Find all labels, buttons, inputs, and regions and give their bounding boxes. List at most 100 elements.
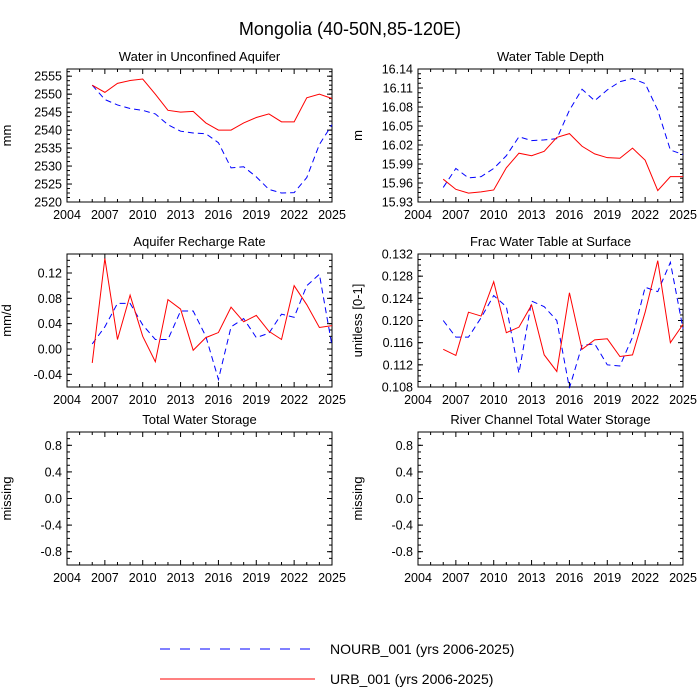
x-tick-label: 2007 xyxy=(91,571,119,585)
x-tick-label: 2004 xyxy=(404,571,432,585)
chart-panel-5: Total Water Storage missing 2004 2007 2010 20… xyxy=(0,412,346,585)
y-tick-label: -0.4 xyxy=(391,519,413,533)
y-axis-label: unitless [0-1] xyxy=(350,284,365,358)
x-tick-label: 2010 xyxy=(129,208,157,222)
x-tick-label: 2019 xyxy=(593,393,621,407)
x-tick-label: 2010 xyxy=(480,208,508,222)
x-tick-label: 2004 xyxy=(53,571,81,585)
x-tick-label: 2004 xyxy=(53,393,81,407)
y-tick-label: 0.4 xyxy=(45,465,62,479)
x-tick-label: 2025 xyxy=(669,393,697,407)
y-axis-label: m xyxy=(350,130,365,141)
y-tick-label: 0.8 xyxy=(45,439,62,453)
x-tick-label: 2010 xyxy=(480,393,508,407)
y-tick-label: 16.11 xyxy=(383,82,413,96)
x-tick-label: 2013 xyxy=(518,208,546,222)
x-tick-label: 2007 xyxy=(91,393,119,407)
y-tick-label: 2540 xyxy=(34,124,62,138)
series-line-nourb xyxy=(91,273,333,382)
x-tick-label: 2013 xyxy=(167,393,195,407)
panel-title: Frac Water Table at Surface xyxy=(470,234,631,249)
y-tick-label: -0.8 xyxy=(391,545,413,559)
plot-frame xyxy=(417,68,684,203)
panel-title: Total Water Storage xyxy=(142,412,256,427)
x-tick-label: 2022 xyxy=(631,571,659,585)
chart-panel-2: Water Table Depth m 2004 2007 2010 2013 2016 20… xyxy=(350,49,697,222)
x-tick-label: 2016 xyxy=(556,571,584,585)
plot-frame xyxy=(66,253,333,388)
legend-nourb-label: NOURB_001 (yrs 2006-2025) xyxy=(330,641,514,657)
x-tick-label: 2022 xyxy=(280,208,308,222)
panel-title: Water in Unconfined Aquifer xyxy=(119,49,281,64)
y-tick-label: 2525 xyxy=(34,178,62,192)
y-tick-label: 0.128 xyxy=(382,270,413,284)
y-axis-label: missing xyxy=(0,476,14,520)
chart-panel-6: River Channel Total Water Storage missing… xyxy=(350,412,697,585)
plot-frame xyxy=(66,431,333,566)
y-tick-label: 0.108 xyxy=(382,381,413,395)
y-tick-label: 0.04 xyxy=(38,317,62,331)
y-tick-label: 0.4 xyxy=(396,465,413,479)
y-tick-label: 0.112 xyxy=(383,358,413,372)
series-line-nourb xyxy=(442,260,684,389)
y-tick-label: 16.05 xyxy=(382,120,413,134)
x-tick-label: 2010 xyxy=(480,571,508,585)
y-tick-label: -0.04 xyxy=(34,368,63,382)
y-tick-label: 15.96 xyxy=(382,177,413,191)
x-tick-label: 2007 xyxy=(442,208,470,222)
y-tick-label: 16.08 xyxy=(382,101,413,115)
x-tick-label: 2013 xyxy=(167,208,195,222)
x-tick-label: 2016 xyxy=(205,571,233,585)
figure-title: Mongolia (40-50N,85-120E) xyxy=(239,19,461,39)
x-tick-label: 2025 xyxy=(669,208,697,222)
x-tick-label: 2019 xyxy=(242,393,270,407)
y-tick-label: 0.120 xyxy=(382,314,413,328)
y-tick-label: 2550 xyxy=(34,88,62,102)
x-tick-label: 2019 xyxy=(242,571,270,585)
series-line-nourb xyxy=(442,77,684,188)
y-tick-label: 2530 xyxy=(34,160,62,174)
x-tick-label: 2013 xyxy=(518,571,546,585)
x-tick-label: 2025 xyxy=(669,571,697,585)
x-tick-label: 2025 xyxy=(318,393,346,407)
series-line-urb xyxy=(91,78,333,131)
x-tick-label: 2004 xyxy=(53,208,81,222)
y-tick-label: 2520 xyxy=(34,196,62,210)
panel-title: Water Table Depth xyxy=(497,49,604,64)
y-tick-label: 16.14 xyxy=(382,63,413,77)
x-tick-label: 2022 xyxy=(631,393,659,407)
y-tick-label: 15.99 xyxy=(382,158,413,172)
legend-urb-label: URB_001 (yrs 2006-2025) xyxy=(330,671,493,687)
y-tick-label: 0.8 xyxy=(396,439,413,453)
y-axis-label: missing xyxy=(350,476,365,520)
plot-frame xyxy=(417,431,684,566)
x-tick-label: 2016 xyxy=(556,393,584,407)
plot-frame xyxy=(66,68,333,203)
y-tick-label: 2555 xyxy=(34,70,62,84)
y-tick-label: 15.93 xyxy=(382,196,413,210)
legend: NOURB_001 (yrs 2006-2025) URB_001 (yrs 2… xyxy=(160,641,514,687)
x-tick-label: 2016 xyxy=(556,208,584,222)
series-line-urb xyxy=(91,258,333,364)
x-tick-label: 2004 xyxy=(404,393,432,407)
x-tick-label: 2010 xyxy=(129,571,157,585)
y-tick-label: 0.132 xyxy=(382,248,413,262)
chart-panel-1: Water in Unconfined Aquifer mm 2004 2007 201… xyxy=(0,49,346,222)
x-tick-label: 2007 xyxy=(91,208,119,222)
panel-title: Aquifer Recharge Rate xyxy=(133,234,265,249)
series-line-nourb xyxy=(91,84,333,194)
y-axis-label: mm xyxy=(0,125,14,147)
y-axis-label: mm/d xyxy=(0,304,14,337)
y-tick-label: 0.08 xyxy=(38,292,62,306)
x-tick-label: 2025 xyxy=(318,208,346,222)
x-tick-label: 2022 xyxy=(280,393,308,407)
x-tick-label: 2007 xyxy=(442,393,470,407)
panel-title: River Channel Total Water Storage xyxy=(450,412,650,427)
y-tick-label: 0.0 xyxy=(45,492,62,506)
x-tick-label: 2013 xyxy=(518,393,546,407)
x-tick-label: 2022 xyxy=(280,571,308,585)
x-tick-label: 2019 xyxy=(242,208,270,222)
y-tick-label: -0.8 xyxy=(40,545,62,559)
x-tick-label: 2019 xyxy=(593,208,621,222)
